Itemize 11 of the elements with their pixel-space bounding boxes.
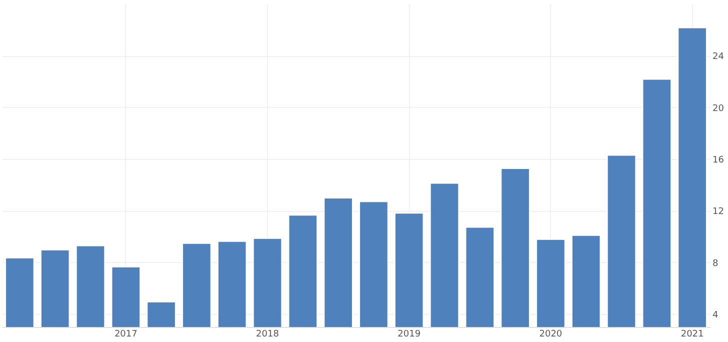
x-tick-label: 2020 [539,330,562,340]
x-tick-label: 2019 [398,330,421,340]
y-tick-label: 20 [712,104,724,114]
y-tick-label: 16 [712,156,724,166]
x-tick-label: 2018 [256,330,280,340]
y-tick-label: 4 [712,310,718,321]
x-tick-label: 2021 [680,330,704,340]
y-tick-label: 8 [712,258,718,269]
y-tick-label: 24 [712,52,724,62]
x-tick-label: 2017 [114,330,138,340]
y-tick-label: 12 [712,207,724,218]
